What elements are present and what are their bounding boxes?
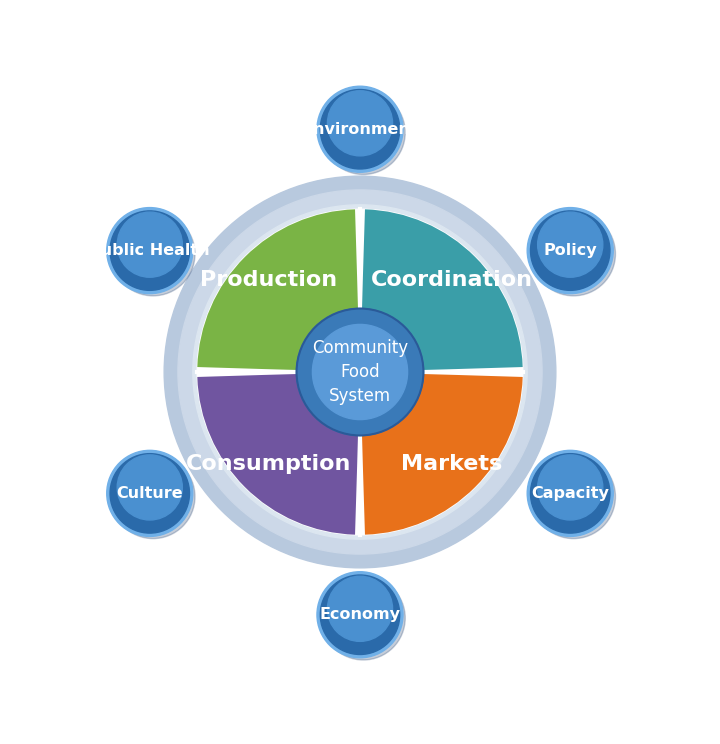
Circle shape (320, 89, 400, 169)
Text: Capacity: Capacity (531, 486, 609, 501)
Circle shape (117, 212, 182, 278)
Circle shape (538, 455, 603, 520)
Circle shape (321, 91, 405, 175)
Text: Consumption: Consumption (186, 454, 351, 474)
Circle shape (531, 212, 616, 296)
Circle shape (107, 450, 193, 536)
Circle shape (527, 208, 613, 294)
Wedge shape (197, 372, 360, 535)
Circle shape (531, 455, 616, 539)
Circle shape (193, 205, 527, 539)
Circle shape (111, 455, 195, 539)
Text: Community
Food
System: Community Food System (312, 339, 408, 405)
Circle shape (531, 211, 610, 290)
Text: Coordination: Coordination (371, 270, 533, 290)
Circle shape (328, 576, 392, 641)
Circle shape (107, 208, 193, 294)
Circle shape (538, 212, 603, 278)
Circle shape (527, 450, 613, 536)
Circle shape (320, 575, 400, 655)
Circle shape (164, 176, 556, 568)
Text: Culture: Culture (117, 486, 183, 501)
Text: Environment: Environment (302, 122, 418, 137)
Circle shape (111, 212, 195, 296)
Text: Markets: Markets (401, 454, 503, 474)
Circle shape (117, 455, 182, 520)
Text: Public Health: Public Health (89, 243, 210, 258)
Circle shape (297, 309, 423, 435)
Circle shape (178, 190, 542, 554)
Text: Economy: Economy (320, 607, 400, 622)
Wedge shape (197, 209, 360, 372)
Text: Policy: Policy (544, 243, 597, 258)
Circle shape (317, 571, 403, 658)
Wedge shape (360, 209, 523, 372)
Circle shape (317, 86, 403, 173)
Circle shape (328, 91, 392, 155)
Circle shape (197, 209, 523, 535)
Circle shape (312, 324, 408, 420)
Circle shape (321, 576, 405, 660)
Circle shape (531, 454, 610, 533)
Wedge shape (360, 372, 523, 535)
Text: Production: Production (199, 270, 337, 290)
Circle shape (110, 454, 189, 533)
Circle shape (110, 211, 189, 290)
